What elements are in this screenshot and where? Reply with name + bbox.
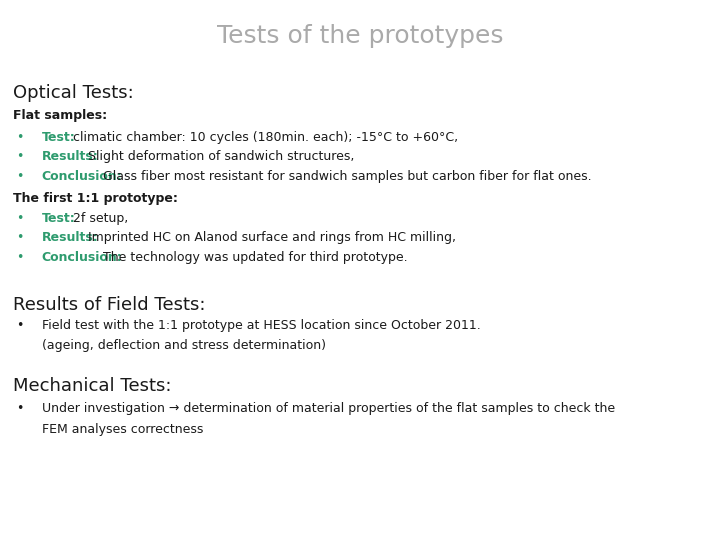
Text: Results of Field Tests:: Results of Field Tests: bbox=[13, 296, 205, 314]
Text: Results:: Results: bbox=[42, 231, 99, 244]
Text: Field test with the 1:1 prototype at HESS location since October 2011.: Field test with the 1:1 prototype at HES… bbox=[42, 319, 480, 332]
Text: Test:: Test: bbox=[42, 131, 76, 144]
Text: Conclusion:: Conclusion: bbox=[42, 251, 122, 264]
Text: •: • bbox=[17, 170, 24, 183]
Text: Under investigation → determination of material properties of the flat samples t: Under investigation → determination of m… bbox=[42, 402, 615, 415]
Text: •: • bbox=[17, 251, 24, 264]
Text: •: • bbox=[17, 319, 24, 332]
Text: Optical Tests:: Optical Tests: bbox=[13, 84, 134, 102]
Text: Slight deformation of sandwich structures,: Slight deformation of sandwich structure… bbox=[84, 150, 354, 163]
Text: •: • bbox=[17, 231, 24, 244]
Text: •: • bbox=[17, 150, 24, 163]
Text: The first 1:1 prototype:: The first 1:1 prototype: bbox=[13, 192, 178, 205]
Text: •: • bbox=[17, 131, 24, 144]
Text: Glass fiber most resistant for sandwich samples but carbon fiber for flat ones.: Glass fiber most resistant for sandwich … bbox=[99, 170, 592, 183]
Text: Results:: Results: bbox=[42, 150, 99, 163]
Text: Tests of the prototypes: Tests of the prototypes bbox=[217, 24, 503, 48]
Text: 2f setup,: 2f setup, bbox=[69, 212, 128, 225]
Text: •: • bbox=[17, 402, 24, 415]
Text: Test:: Test: bbox=[42, 212, 76, 225]
Text: (ageing, deflection and stress determination): (ageing, deflection and stress determina… bbox=[42, 339, 325, 352]
Text: climatic chamber: 10 cycles (180min. each); -15°C to +60°C,: climatic chamber: 10 cycles (180min. eac… bbox=[69, 131, 458, 144]
Text: Flat samples:: Flat samples: bbox=[13, 109, 107, 122]
Text: The technology was updated for third prototype.: The technology was updated for third pro… bbox=[99, 251, 408, 264]
Text: Mechanical Tests:: Mechanical Tests: bbox=[13, 377, 171, 395]
Text: Imprinted HC on Alanod surface and rings from HC milling,: Imprinted HC on Alanod surface and rings… bbox=[84, 231, 456, 244]
Text: Conclusion:: Conclusion: bbox=[42, 170, 122, 183]
Text: •: • bbox=[17, 212, 24, 225]
Text: FEM analyses correctness: FEM analyses correctness bbox=[42, 423, 203, 436]
